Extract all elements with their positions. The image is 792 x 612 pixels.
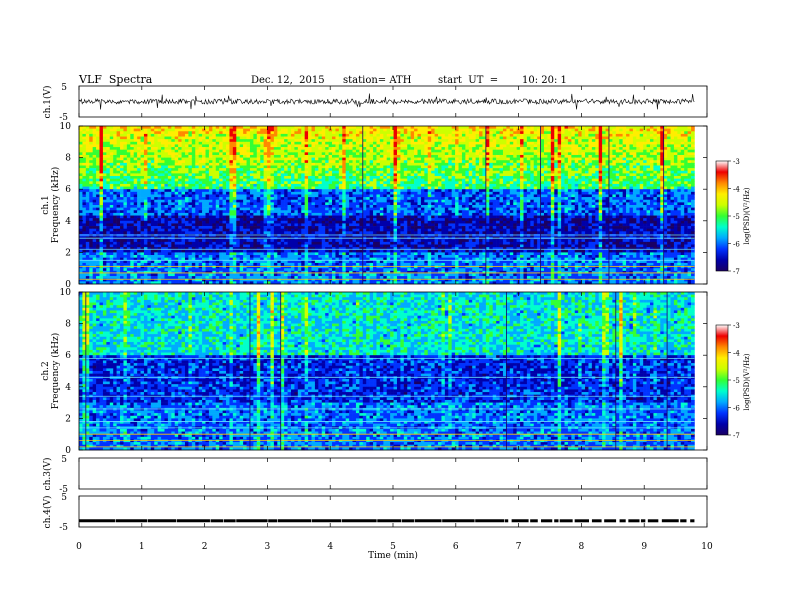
ch2-ytick-label: 2 [65,414,71,424]
x-axis-label: Time (min) [368,550,418,561]
ch1-colorbar-tick: -3 [733,158,740,166]
x-tick-label: 10 [701,542,713,552]
spectra-plot: 5 -5 ch.1(V) 0 2 4 6 8 10 ch.1 Frequency (kHz… [0,0,792,612]
x-tick-label: 1 [139,542,145,552]
ch1-colorbar-label: log(PSD)(V²/Hz) [743,187,751,244]
ch2-spectrogram [79,292,707,450]
ch4-ytick-max: 5 [61,493,67,503]
ch1-colorbar-tick: -7 [733,268,740,276]
ch3-waveform-ylabel: ch.3(V) [42,458,53,491]
ch3-ytick-max: 5 [61,455,67,465]
ch1-ytick-label: 2 [65,248,71,258]
ch4-waveform-frame [79,496,707,527]
x-tick-label: 2 [202,542,208,552]
ch1-ytick-label: 6 [65,185,71,195]
ch1-waveform-ylabel: ch.1(V) [42,86,53,119]
ch1-waveform-trace [79,94,694,110]
ch2-ytick-label: 8 [65,320,71,330]
ch1-ytick-label: 8 [65,154,71,164]
ch1-colorbar-tick: -6 [733,241,740,249]
ch2-colorbar-tick: -7 [733,432,740,440]
ch1-colorbar-tick: -5 [733,213,740,221]
ch1-colorbar [716,161,728,271]
ch1-ytick-label: 4 [65,217,71,227]
ch1-spectrogram [79,126,707,284]
x-tick-label: 7 [516,542,522,552]
ch2-colorbar-tick: -4 [733,350,740,358]
x-tick-label: 9 [641,542,647,552]
vlf-spectra-figure: VLF Spectra Dec. 12, 2015 station= ATH s… [0,0,792,612]
x-tick-label: 4 [327,542,333,552]
ch2-colorbar [716,325,728,435]
ch1-ytick-max: 5 [61,83,67,93]
ch1-colorbar-tick: -4 [733,186,740,194]
ch2-colorbar-tick: -3 [733,322,740,330]
ch2-frequency-label: Frequency (kHz) [50,333,61,410]
ch4-waveform-ylabel: ch.4(V) [42,496,53,529]
ch4-ytick-min: -5 [59,523,68,533]
ch2-ytick-label: 4 [65,383,71,393]
x-tick-label: 8 [579,542,585,552]
x-tick-label: 0 [76,542,82,552]
ch2-ytick-label: 10 [60,288,72,298]
ch2-colorbar-tick: -5 [733,377,740,385]
ch1-frequency-label: Frequency (kHz) [50,167,61,244]
ch1-spectrogram-ylabel: ch.1 [41,195,51,214]
ch2-ytick-label: 6 [65,351,71,361]
ch3-waveform-frame [79,458,707,489]
x-tick-label: 6 [453,542,459,552]
ch2-colorbar-label: log(PSD)(V²/Hz) [743,353,751,410]
x-tick-label: 3 [265,542,271,552]
ch1-ytick-label: 10 [60,122,72,132]
ch2-spectrogram-ylabel: ch.2 [41,361,51,380]
ch2-colorbar-tick: -6 [733,405,740,413]
